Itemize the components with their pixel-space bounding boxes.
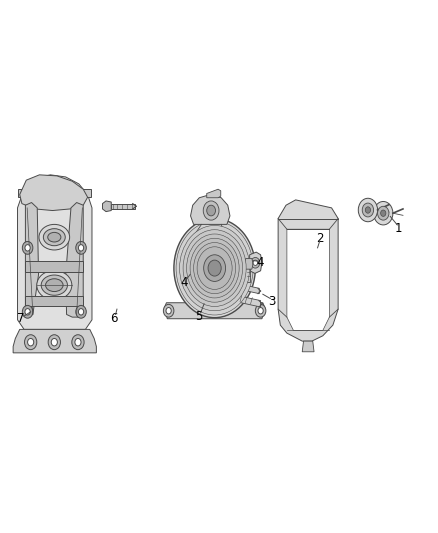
Circle shape [51,338,57,346]
Polygon shape [25,296,83,306]
Ellipse shape [48,232,61,242]
Circle shape [72,335,84,350]
Text: 3: 3 [268,295,275,308]
Circle shape [378,206,389,220]
Polygon shape [13,329,96,353]
Ellipse shape [39,224,70,250]
Circle shape [194,243,236,294]
Circle shape [207,205,215,216]
Polygon shape [287,229,329,330]
Polygon shape [234,281,240,291]
Text: 1: 1 [395,222,403,235]
Circle shape [204,255,226,281]
Polygon shape [18,175,92,329]
Text: 4: 4 [180,276,188,289]
Polygon shape [237,284,259,294]
Ellipse shape [41,275,67,295]
Polygon shape [20,175,88,211]
Polygon shape [164,303,265,319]
Circle shape [163,304,174,317]
Circle shape [255,304,266,317]
Circle shape [374,201,393,225]
Text: 5: 5 [195,310,202,323]
Circle shape [208,260,221,276]
Circle shape [253,260,258,265]
Circle shape [166,308,171,314]
Text: 2: 2 [316,232,324,245]
Circle shape [174,219,255,318]
Polygon shape [207,189,221,198]
Circle shape [78,245,84,251]
Polygon shape [302,341,314,352]
Circle shape [183,230,246,306]
Circle shape [76,241,86,254]
Text: 6: 6 [110,312,118,325]
Polygon shape [25,261,83,272]
Polygon shape [186,264,194,277]
Ellipse shape [37,271,72,300]
Polygon shape [250,252,262,273]
Circle shape [25,245,30,251]
Polygon shape [18,189,91,197]
Text: 7: 7 [17,312,25,325]
Circle shape [25,309,30,315]
Circle shape [258,308,263,314]
Circle shape [22,305,33,318]
Circle shape [22,241,33,254]
Circle shape [76,305,86,318]
Polygon shape [245,259,253,269]
Polygon shape [231,294,261,307]
Circle shape [358,198,378,222]
Circle shape [48,335,60,350]
Text: 4: 4 [257,256,265,269]
Circle shape [362,203,374,217]
Polygon shape [278,200,338,341]
Polygon shape [66,203,83,317]
Circle shape [187,234,243,302]
Circle shape [78,309,84,315]
Circle shape [190,238,239,298]
Circle shape [381,210,386,216]
Circle shape [365,207,371,213]
Circle shape [203,201,219,220]
Polygon shape [228,292,233,303]
Polygon shape [25,203,39,317]
Polygon shape [191,195,230,224]
Circle shape [75,338,81,346]
Circle shape [180,225,250,311]
Polygon shape [102,201,111,212]
Polygon shape [247,269,250,282]
Polygon shape [111,204,135,209]
Polygon shape [188,277,192,292]
Ellipse shape [43,229,65,246]
Ellipse shape [46,279,63,292]
Circle shape [251,257,260,268]
Circle shape [176,221,253,315]
Circle shape [28,338,34,346]
Circle shape [197,247,232,289]
Circle shape [25,335,37,350]
